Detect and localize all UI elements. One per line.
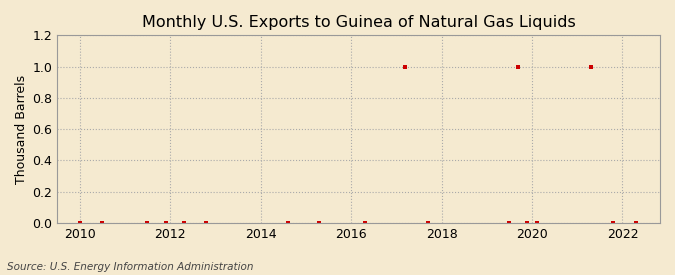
Y-axis label: Thousand Barrels: Thousand Barrels [15, 75, 28, 184]
Text: Source: U.S. Energy Information Administration: Source: U.S. Energy Information Administ… [7, 262, 253, 272]
Title: Monthly U.S. Exports to Guinea of Natural Gas Liquids: Monthly U.S. Exports to Guinea of Natura… [142, 15, 575, 30]
